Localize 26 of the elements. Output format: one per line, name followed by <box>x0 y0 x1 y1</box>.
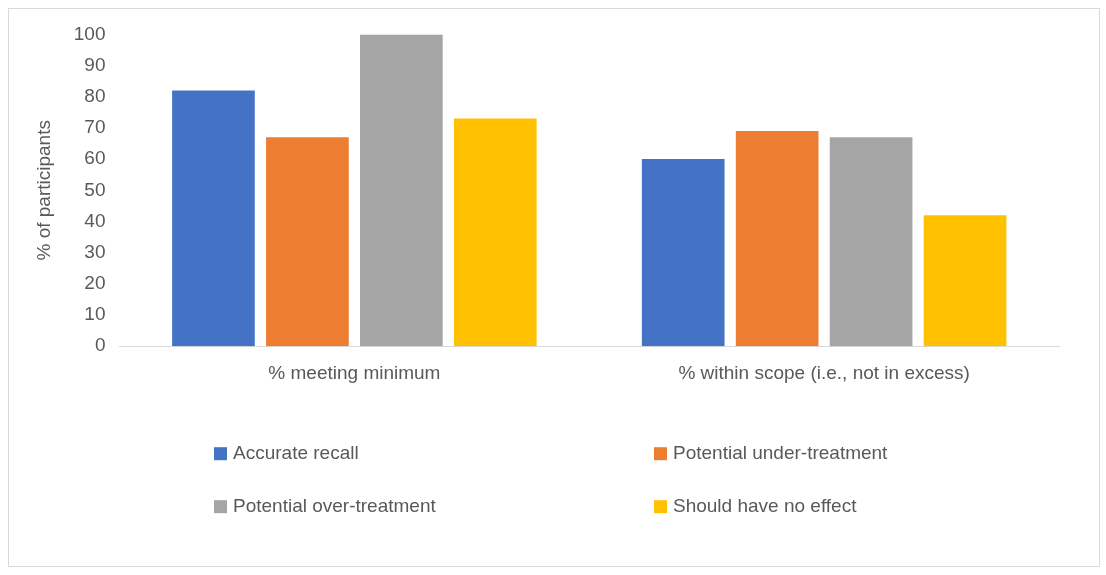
legend-label: Potential over-treatment <box>233 495 437 517</box>
bar <box>923 215 1007 347</box>
bar <box>172 90 255 347</box>
bar <box>453 118 537 347</box>
x-tick-label: % meeting minimum <box>268 361 441 383</box>
x-tick-label: % within scope (i.e., not in excess) <box>678 361 970 383</box>
bar <box>266 137 349 347</box>
y-tick-label: 10 <box>84 303 106 325</box>
bar <box>735 131 819 347</box>
y-tick-label: 60 <box>84 147 106 169</box>
legend-label: Accurate recall <box>233 442 359 464</box>
bar <box>641 159 725 347</box>
y-tick-label: 100 <box>73 22 106 44</box>
y-tick-label: 20 <box>84 272 106 294</box>
y-tick-label: 40 <box>84 209 106 231</box>
bar <box>360 34 443 347</box>
y-tick-label: 80 <box>84 84 106 106</box>
bar <box>829 137 913 347</box>
y-tick-label: 30 <box>84 240 106 262</box>
y-tick-label: 0 <box>94 334 106 356</box>
legend-label: Should have no effect <box>673 495 858 517</box>
legend-label: Potential under-treatment <box>673 442 889 464</box>
y-tick-label: 70 <box>84 116 106 138</box>
y-tick-label: 90 <box>84 53 106 75</box>
y-tick-label: 50 <box>84 178 106 200</box>
y-axis-title: % of participants <box>32 120 54 261</box>
